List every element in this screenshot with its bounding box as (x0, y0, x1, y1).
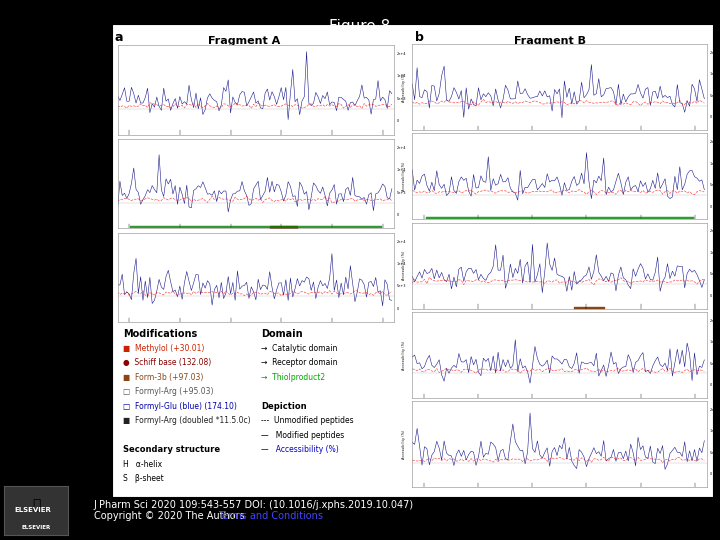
Text: ELSEVIER: ELSEVIER (22, 525, 50, 530)
Text: 0: 0 (710, 383, 712, 387)
Text: 2e+4: 2e+4 (710, 140, 719, 144)
Text: 5e+3: 5e+3 (710, 183, 719, 187)
Text: H   α-helix: H α-helix (123, 460, 162, 469)
Text: 1e+4: 1e+4 (710, 340, 719, 344)
Text: 2e+4: 2e+4 (710, 319, 719, 322)
Text: 0: 0 (397, 307, 399, 310)
Text: 5e+3: 5e+3 (710, 272, 719, 276)
Text: Terms and Conditions: Terms and Conditions (218, 511, 323, 521)
Text: 1e+4: 1e+4 (710, 161, 719, 165)
Text: Accessibility (%): Accessibility (%) (402, 340, 406, 370)
Text: □  Formyl-Glu (blue) (174.10): □ Formyl-Glu (blue) (174.10) (123, 402, 237, 411)
Text: Accessibility (%): Accessibility (%) (402, 251, 406, 280)
Text: ELSEVIER: ELSEVIER (14, 507, 51, 514)
Text: Copyright © 2020 The Authors: Copyright © 2020 The Authors (94, 511, 248, 521)
Text: b: b (415, 31, 424, 44)
Text: 1e+4: 1e+4 (710, 251, 719, 255)
Text: 2e+4: 2e+4 (710, 408, 719, 412)
Text: 🌿: 🌿 (32, 498, 40, 512)
Text: Accessibility (%): Accessibility (%) (402, 430, 406, 459)
Text: ■  Form-3b (+97.03): ■ Form-3b (+97.03) (123, 373, 204, 382)
Text: 5e+3: 5e+3 (710, 362, 719, 366)
Text: Accessibility (%): Accessibility (%) (108, 169, 112, 198)
Text: 1e+4: 1e+4 (397, 262, 406, 266)
Text: 5e+3: 5e+3 (397, 97, 406, 101)
Text: →  Catalytic domain: → Catalytic domain (261, 344, 338, 353)
Text: 5e+3: 5e+3 (710, 94, 719, 98)
Text: Accessibility (%): Accessibility (%) (108, 262, 112, 292)
Text: ---  Unmodified peptides: --- Unmodified peptides (261, 416, 354, 425)
Text: Accessibility (%): Accessibility (%) (402, 161, 406, 191)
Text: ■  Formyl-Arg (doubled *11.5.0c): ■ Formyl-Arg (doubled *11.5.0c) (123, 416, 251, 425)
Text: 1e+4: 1e+4 (710, 72, 719, 76)
Text: a: a (114, 31, 123, 44)
Text: 0: 0 (397, 213, 399, 217)
Text: Figure 8: Figure 8 (329, 19, 391, 34)
Text: Domain: Domain (261, 329, 303, 340)
Text: 2e+4: 2e+4 (710, 230, 719, 233)
Text: —   Accessibility (%): — Accessibility (%) (261, 445, 339, 454)
Text: Depiction: Depiction (261, 402, 307, 411)
Text: 1e+4: 1e+4 (710, 429, 719, 434)
Text: 5e+3: 5e+3 (397, 191, 406, 194)
Text: →  Thiolproduct2: → Thiolproduct2 (261, 373, 325, 382)
Text: 2e+4: 2e+4 (397, 52, 406, 56)
Text: 0: 0 (397, 119, 399, 123)
Text: →  Receptor domain: → Receptor domain (261, 359, 338, 367)
Text: —   Modified peptides: — Modified peptides (261, 431, 345, 440)
Text: ●  Schiff base (132.08): ● Schiff base (132.08) (123, 359, 212, 367)
Text: 5e+3: 5e+3 (397, 284, 406, 288)
Text: 1e+4: 1e+4 (397, 75, 406, 78)
Text: 5e+3: 5e+3 (710, 451, 719, 455)
Text: 0: 0 (710, 115, 712, 119)
Text: 2e+4: 2e+4 (397, 240, 406, 244)
Text: 0: 0 (710, 205, 712, 208)
Text: Accessibility (%): Accessibility (%) (108, 75, 112, 105)
Text: 1e+4: 1e+4 (397, 168, 406, 172)
Text: ■  Methylol (+30.01): ■ Methylol (+30.01) (123, 344, 204, 353)
Text: Fragment B: Fragment B (515, 36, 587, 46)
Text: 2e+4: 2e+4 (397, 146, 406, 150)
Text: □  Formyl-Arg (+95.03): □ Formyl-Arg (+95.03) (123, 387, 214, 396)
Text: Fragment A: Fragment A (208, 36, 280, 46)
Text: Secondary structure: Secondary structure (123, 445, 220, 454)
Text: J Pharm Sci 2020 109:543-557 DOI: (10.1016/j.xphs.2019.10.047): J Pharm Sci 2020 109:543-557 DOI: (10.10… (94, 500, 414, 510)
Text: 2e+4: 2e+4 (710, 51, 719, 55)
Text: S   β-sheet: S β-sheet (123, 474, 164, 483)
Text: Modifications: Modifications (123, 329, 197, 340)
Text: 0: 0 (710, 294, 712, 298)
Text: 0: 0 (710, 472, 712, 476)
Text: Accessibility (%): Accessibility (%) (402, 72, 406, 102)
